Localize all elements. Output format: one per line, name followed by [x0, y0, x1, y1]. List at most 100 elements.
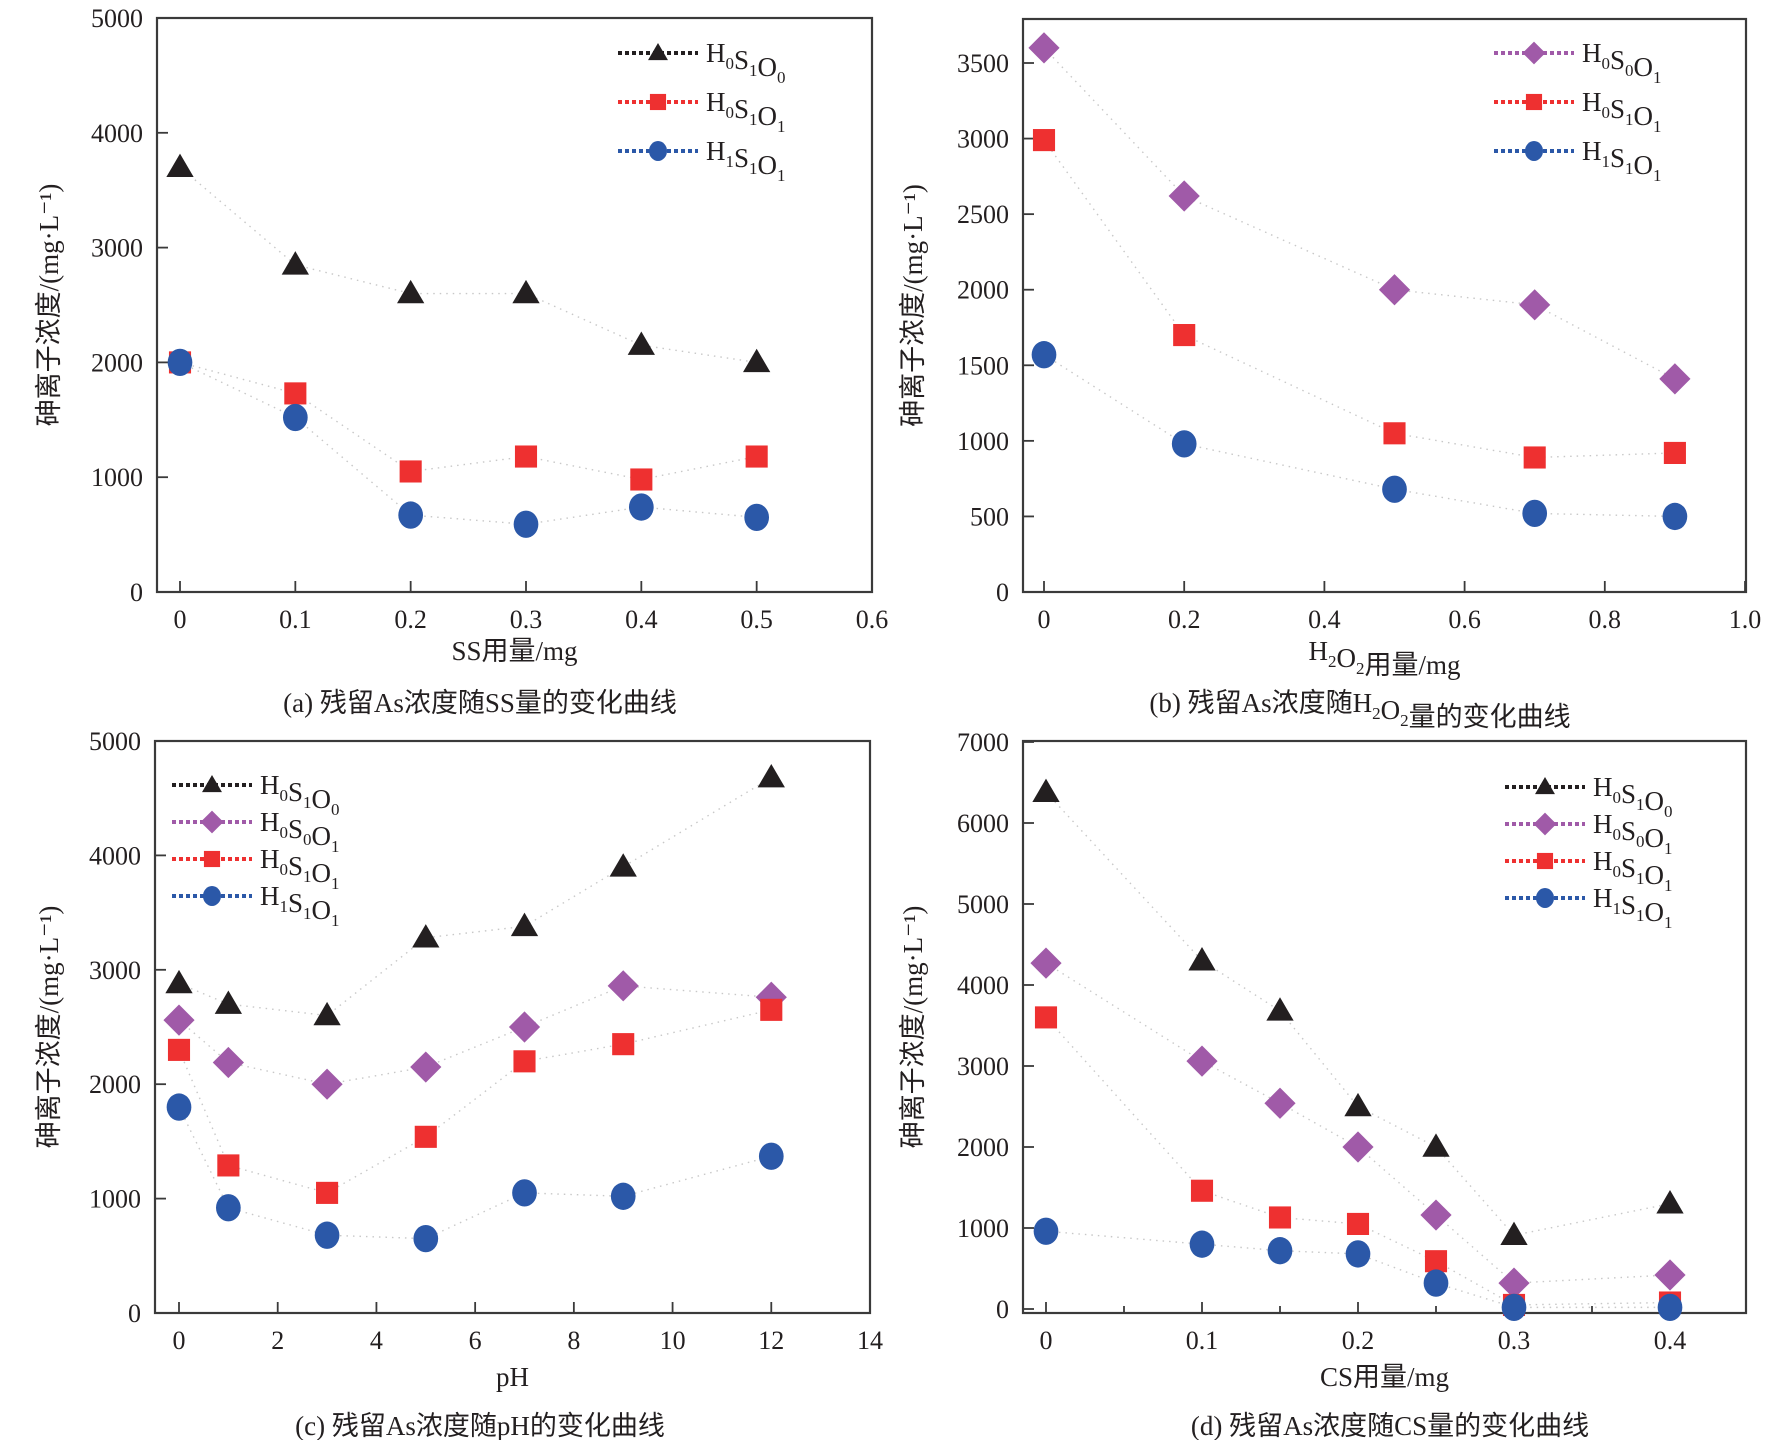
- data-point-square: [1346, 1212, 1370, 1235]
- data-point-square: [167, 1038, 191, 1061]
- series-H0S1O0: [1032, 778, 1684, 1246]
- x-axis-label: CS用量/mg: [1320, 1362, 1449, 1392]
- x-tick-label: 0: [173, 1326, 186, 1355]
- x-tick-label: 0.4: [625, 605, 658, 634]
- y-tick-label: 500: [970, 502, 1009, 531]
- data-point-circle: [314, 1221, 340, 1249]
- x-tick-label: 0.2: [1168, 605, 1201, 634]
- data-point-circle: [1501, 1293, 1527, 1322]
- data-point-triangle: [1422, 1133, 1450, 1157]
- data-point-triangle: [412, 924, 440, 948]
- x-axis-label: H2O2用量/mg: [1308, 636, 1460, 680]
- legend-marker-triangle: [202, 775, 222, 793]
- data-point-circle: [1382, 475, 1407, 503]
- x-tick-label: 12: [758, 1326, 784, 1355]
- data-point-square: [612, 1033, 635, 1056]
- x-tick-label: 6: [469, 1326, 482, 1355]
- y-tick-label: 0: [130, 578, 143, 607]
- data-point-triangle: [313, 1001, 341, 1026]
- series-H0S1O1: [167, 998, 783, 1204]
- data-point-circle: [166, 1093, 192, 1121]
- data-point-triangle: [1500, 1221, 1528, 1246]
- data-point-circle: [216, 1194, 241, 1222]
- y-tick-label: 3000: [89, 956, 141, 985]
- data-point-circle: [1423, 1269, 1449, 1297]
- data-point-triangle: [214, 990, 243, 1014]
- y-tick-label: 2000: [89, 1070, 141, 1099]
- data-point-circle: [1033, 1217, 1059, 1245]
- data-point-circle: [512, 1179, 537, 1207]
- x-tick-label: 0.2: [394, 605, 427, 634]
- legend-marker-square: [649, 93, 667, 111]
- data-point-diamond: [755, 981, 787, 1013]
- y-tick-label: 3500: [957, 49, 1009, 78]
- legend-item-H1S1O1: H1S1O1: [1505, 883, 1673, 932]
- x-tick-label: 0: [1038, 605, 1051, 634]
- data-point-square: [1034, 1006, 1058, 1029]
- series-connector-line: [1043, 139, 1675, 459]
- x-axis-label: SS用量/mg: [451, 636, 577, 666]
- legend-item-H0S1O0: H0S1O0: [172, 770, 340, 819]
- data-point-circle: [1267, 1237, 1293, 1265]
- y-tick-label: 4000: [91, 119, 143, 148]
- x-tick-label: 14: [857, 1326, 883, 1355]
- series-H1S1O1: [167, 348, 770, 538]
- chart-panel-c: 0 2 4 6 8 10 12 14 0 1000 2000 3000 4000 5000 pH 砷离子浓度/…: [34, 727, 883, 1440]
- data-point-square: [284, 382, 307, 405]
- x-tick-label: 1.0: [1729, 605, 1762, 634]
- data-point-square: [514, 445, 538, 468]
- data-point-square: [1383, 422, 1406, 445]
- y-axis-label: 砷离子浓度/(mg·L⁻¹): [898, 906, 928, 1149]
- data-point-triangle: [512, 279, 540, 304]
- data-point-diamond: [1168, 180, 1200, 212]
- data-point-triangle: [166, 153, 194, 177]
- x-axis-label: pH: [496, 1362, 529, 1392]
- y-tick-label: 1500: [957, 351, 1009, 380]
- data-point-diamond: [1028, 32, 1060, 64]
- x-tick-label: 0.8: [1589, 605, 1622, 634]
- chart-caption: (d) 残留As浓度随CS量的变化曲线: [1191, 1411, 1589, 1440]
- data-point-circle: [398, 501, 424, 529]
- legend-marker-diamond: [1522, 41, 1546, 65]
- data-point-square: [316, 1181, 339, 1204]
- legend-label: H1S1O1: [1582, 136, 1662, 185]
- data-point-triangle: [1344, 1092, 1372, 1117]
- data-point-triangle: [627, 331, 655, 355]
- legend-label: H0S1O1: [1582, 87, 1662, 136]
- data-point-triangle: [1656, 1190, 1684, 1214]
- series-connector-line: [178, 1009, 772, 1194]
- data-point-circle: [758, 1142, 784, 1170]
- data-point-triangle: [1032, 778, 1060, 802]
- chart-caption: (c) 残留As浓度随pH的变化曲线: [295, 1411, 665, 1440]
- data-point-diamond: [1186, 1045, 1218, 1077]
- series-connector-line: [178, 1106, 772, 1240]
- y-tick-label: 2000: [91, 348, 143, 377]
- data-point-circle: [513, 510, 539, 538]
- legend-marker-diamond: [1533, 812, 1557, 836]
- legend-marker-circle: [1524, 141, 1544, 161]
- legend-label: H0S1O1: [706, 87, 786, 136]
- data-point-diamond: [1030, 947, 1062, 979]
- data-point-square: [1663, 441, 1686, 464]
- series-connector-line: [179, 361, 757, 525]
- series-H1S1O1: [166, 1093, 784, 1253]
- x-tick-label: 10: [660, 1326, 686, 1355]
- data-point-square: [1523, 446, 1546, 469]
- legend-label: H1S1O1: [260, 881, 340, 930]
- data-point-circle: [610, 1182, 636, 1210]
- x-tick-label: 0.5: [740, 605, 773, 634]
- x-tick-label: 0.2: [1342, 1326, 1375, 1355]
- data-point-circle: [1031, 341, 1057, 369]
- data-point-diamond: [163, 1004, 195, 1036]
- plot-frame: [153, 739, 872, 1315]
- series-H0S0O1: [163, 970, 787, 1100]
- chart-caption: (a) 残留As浓度随SS量的变化曲线: [283, 688, 677, 718]
- y-tick-label: 2000: [957, 1133, 1009, 1162]
- data-point-circle: [1657, 1293, 1683, 1322]
- legend-label: H0S1O1: [1593, 846, 1673, 895]
- x-tick-label: 8: [567, 1326, 580, 1355]
- y-tick-label: 5000: [957, 890, 1009, 919]
- series-H1S1O1: [1031, 341, 1688, 531]
